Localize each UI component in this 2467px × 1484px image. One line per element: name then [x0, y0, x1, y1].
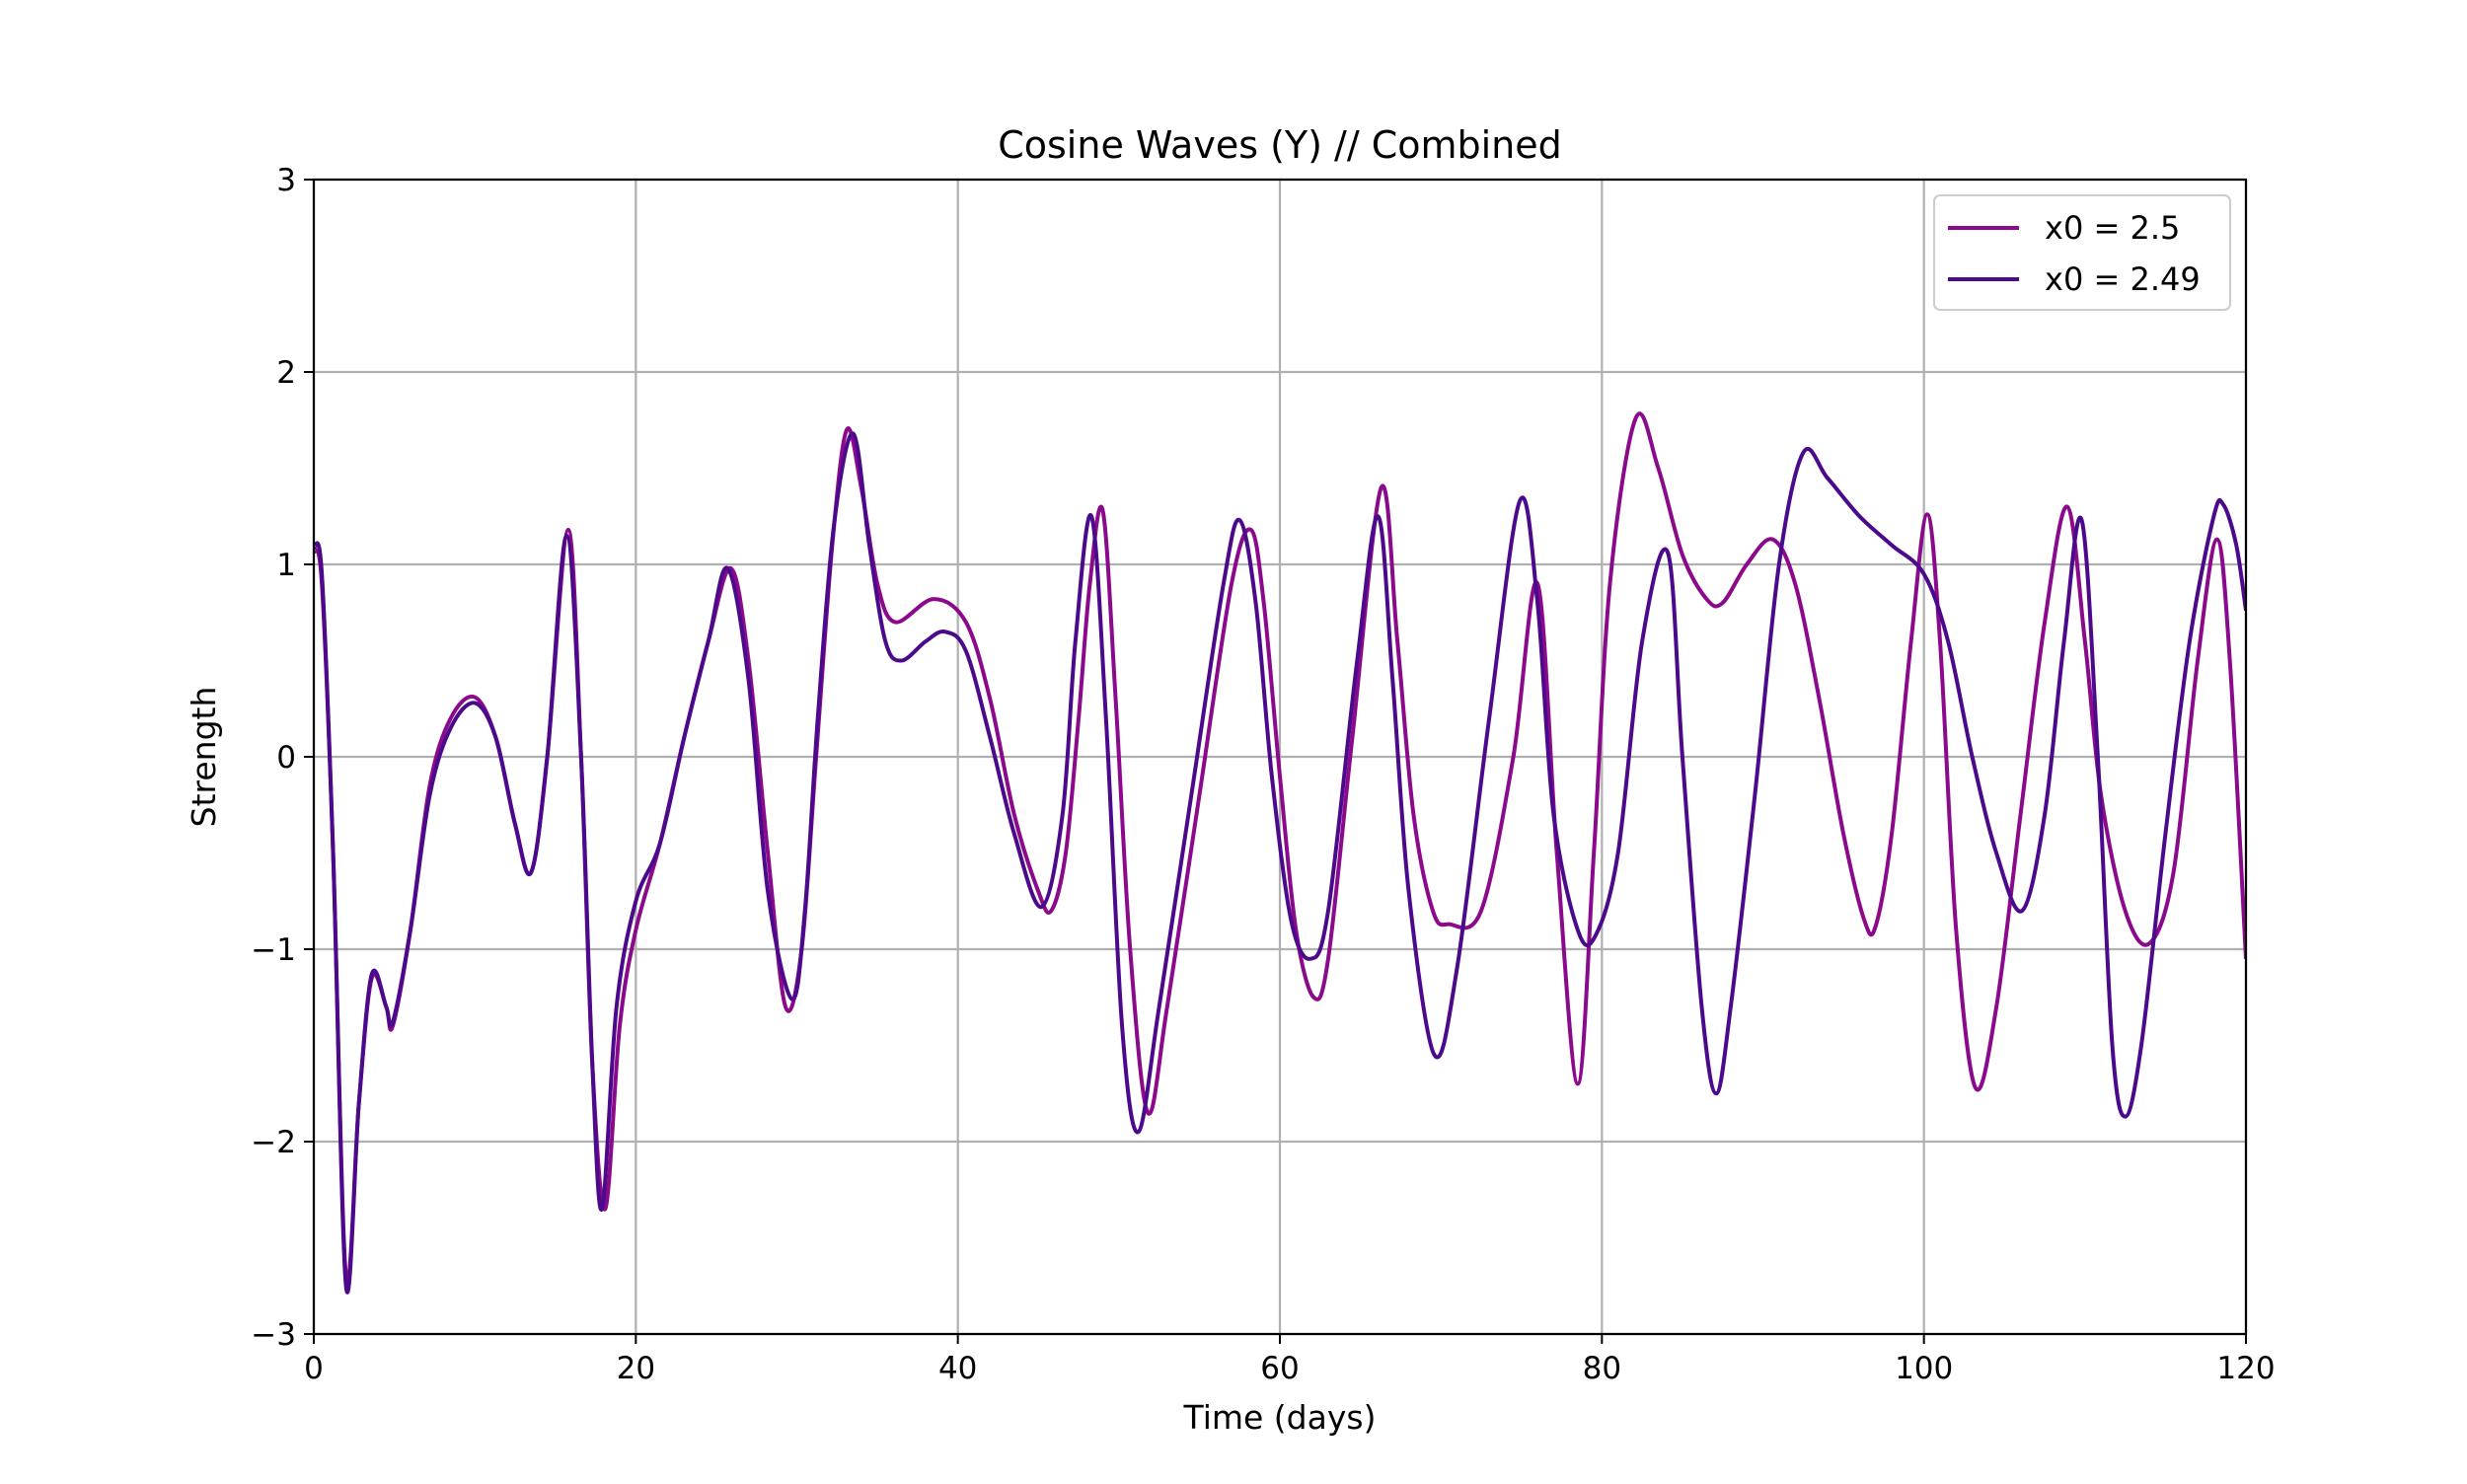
x-axis-label: Time (days) [1183, 1398, 1377, 1437]
legend-label: x0 = 2.5 [2045, 209, 2180, 247]
y-tick-label: −3 [251, 1317, 296, 1353]
plot-frame [312, 178, 2248, 1336]
x-tick-label: 0 [304, 1351, 324, 1386]
x-tick-label: 40 [938, 1351, 977, 1386]
chart-title: Cosine Waves (Y) // Combined [998, 123, 1562, 167]
x-tick-label: 60 [1260, 1351, 1299, 1386]
x-tick-label: 100 [1895, 1351, 1953, 1386]
y-tick-label: 2 [276, 355, 296, 391]
y-tick-label: 3 [276, 163, 296, 198]
y-tick-label: −1 [251, 932, 296, 968]
line-series [314, 431, 2246, 1295]
y-tick-label: 0 [276, 740, 296, 776]
x-tick-label: 120 [2216, 1351, 2275, 1386]
y-axis-label: Strength [185, 687, 223, 828]
x-tick-label: 80 [1583, 1351, 1621, 1386]
y-tick-label: 1 [276, 548, 296, 583]
y-tick-label: −2 [251, 1125, 296, 1160]
x-tick-label: 20 [617, 1351, 655, 1386]
legend-label: x0 = 2.49 [2045, 260, 2201, 298]
